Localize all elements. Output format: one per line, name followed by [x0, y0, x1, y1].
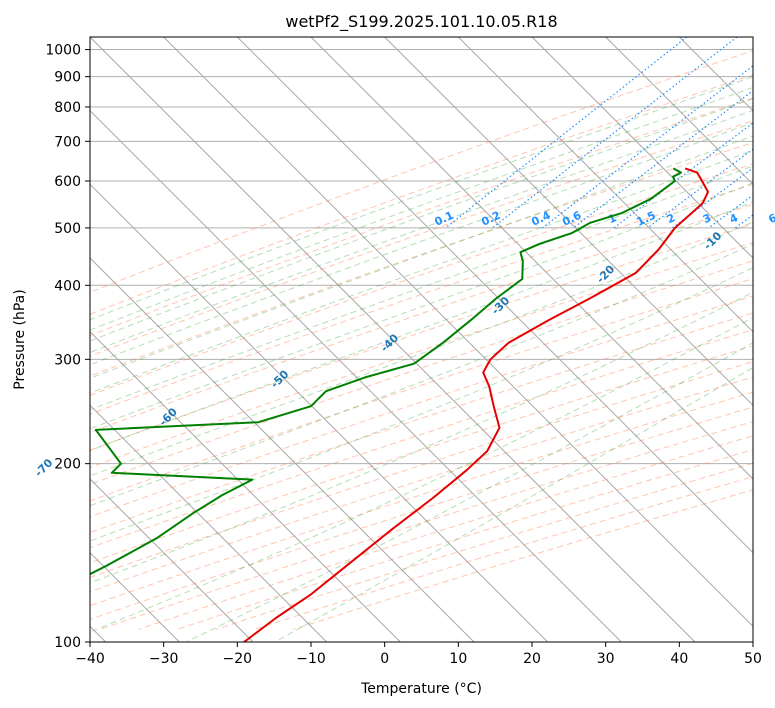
background-reference-lines [90, 37, 753, 642]
x-tick-label: 20 [523, 651, 541, 667]
dry-adiabat-line [90, 361, 753, 578]
dry-adiabat-line [254, 476, 753, 630]
dry-adiabat-line [138, 435, 753, 630]
isotherm-line [90, 257, 475, 642]
moist-adiabat-line [90, 86, 753, 331]
y-tick-label: 500 [54, 221, 81, 237]
mixing-ratio-line [572, 89, 753, 229]
isotherm-line [163, 37, 753, 628]
x-tick-label: 0 [380, 651, 389, 667]
dry-adiabat-line [90, 260, 753, 485]
isotherm-line [310, 37, 753, 480]
isotherm-line [752, 37, 753, 38]
dry-adiabat-line [90, 50, 753, 293]
dry-adiabat-line [90, 391, 753, 607]
isotherm-line [605, 37, 753, 186]
x-tick-label: 10 [449, 651, 467, 667]
dewpoint-profile [90, 167, 682, 576]
isotherm-label: -70 [32, 456, 55, 479]
mixing-ratio-label: 1 [606, 211, 618, 226]
x-tick-label: 40 [670, 651, 688, 667]
x-tick-label: −20 [223, 651, 253, 667]
y-tick-label: 300 [54, 352, 81, 368]
dry-adiabat-line [90, 163, 753, 396]
mixing-ratio-label: 4 [728, 211, 741, 226]
chart-title: wetPf2_S199.2025.101.10.05.R18 [285, 12, 557, 32]
moist-adiabat-line [274, 367, 753, 642]
isotherm-line [678, 37, 753, 112]
dry-adiabat-line [90, 345, 753, 564]
dry-adiabat-line [90, 278, 753, 502]
isotherm-line [90, 404, 328, 642]
y-tick-label: 200 [54, 457, 81, 473]
mixing-ratio-label: 0.6 [560, 209, 583, 229]
dry-adiabat-line [90, 183, 753, 415]
isotherm-line [384, 37, 753, 407]
isotherm-line [90, 330, 401, 642]
isotherm-line [236, 37, 753, 554]
isotherm-label: -40 [378, 331, 401, 354]
x-tick-label: −10 [296, 651, 326, 667]
mixing-ratio-label: 1.5 [635, 209, 658, 229]
dry-adiabat-line [215, 462, 753, 630]
y-axis: 100 200 300 400 500 600 700 800 900 1000 [45, 43, 90, 651]
dry-adiabat-line [90, 203, 753, 433]
moist-adiabat-line [90, 109, 753, 354]
mixing-ratio-line [542, 65, 753, 229]
isotherm-label: -30 [489, 294, 512, 317]
x-axis-label: Temperature (°C) [360, 681, 482, 697]
mixing-ratio-label: 6 [766, 211, 775, 226]
dry-adiabat-line [90, 329, 753, 549]
mixing-ratio-label: 0.1 [433, 209, 456, 229]
isotherm-label: -50 [268, 367, 291, 390]
mixing-ratio-line [734, 214, 753, 229]
y-tick-label: 100 [54, 635, 81, 651]
dry-adiabat-line [90, 295, 753, 518]
mixing-ratio-line [672, 167, 753, 229]
sounding-profiles [90, 167, 709, 642]
dry-adiabat-line [90, 376, 753, 593]
moist-adiabat-line [90, 221, 753, 477]
temperature-profile [243, 167, 709, 642]
x-tick-label: −40 [75, 651, 105, 667]
moist-adiabat-line [90, 149, 753, 394]
dry-adiabat-line [90, 120, 753, 357]
mixing-ratio-line [492, 37, 738, 229]
x-axis: −40 −30 −20 −10 0 10 20 30 40 50 [75, 642, 762, 667]
x-tick-label: 30 [597, 651, 615, 667]
y-tick-label: 600 [54, 174, 81, 190]
moist-adiabat-line [90, 316, 753, 633]
y-axis-label: Pressure (hPa) [12, 289, 28, 389]
y-tick-label: 800 [54, 100, 81, 116]
isotherm-line [90, 478, 254, 642]
isotherm-line [457, 37, 753, 333]
isotherm-label: -10 [701, 229, 724, 252]
dry-adiabat-line [90, 312, 753, 534]
moist-adiabat-line [90, 291, 753, 584]
dry-adiabat-line [90, 74, 753, 315]
isotherm-line [531, 37, 753, 259]
y-tick-label: 400 [54, 278, 81, 294]
moist-adiabat-line [90, 135, 753, 379]
y-tick-label: 900 [54, 70, 81, 86]
isotherm-line [90, 183, 549, 642]
moist-adiabat-line [90, 122, 753, 366]
isotherm-line [90, 37, 696, 642]
dry-adiabat-line [90, 241, 753, 469]
x-tick-label: −30 [149, 651, 179, 667]
dry-adiabat-line [90, 223, 753, 451]
plot-frame [89, 36, 754, 643]
mixing-ratio-label: 3 [701, 211, 713, 226]
moist-adiabat-line [90, 76, 753, 321]
y-tick-label: 1000 [45, 43, 81, 59]
mixing-ratio-label: 0.4 [529, 209, 552, 229]
isotherm-line [90, 109, 622, 642]
dry-adiabat-line [90, 97, 753, 337]
moist-adiabat-line [90, 201, 753, 452]
y-tick-label: 700 [54, 134, 81, 150]
dry-adiabat-line [90, 142, 753, 377]
dry-adiabat-line [176, 449, 753, 630]
x-tick-label: 50 [744, 651, 762, 667]
